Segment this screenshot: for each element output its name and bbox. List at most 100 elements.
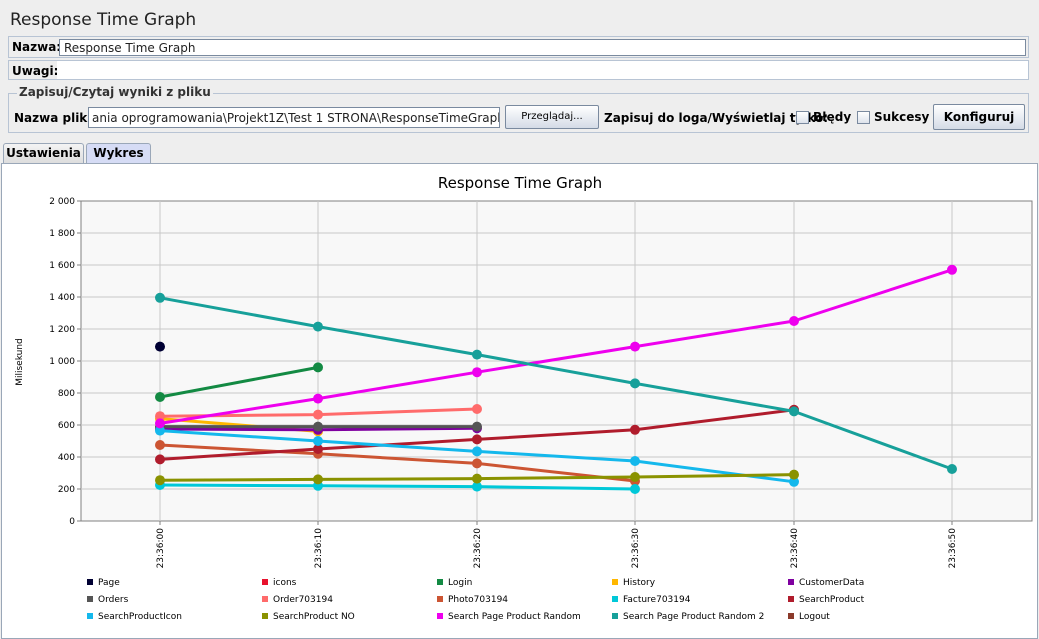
data-point (313, 436, 323, 446)
legend-label: SearchProduct (799, 595, 865, 605)
data-point (155, 418, 165, 429)
legend-swatch (437, 613, 443, 619)
y-tick-label: 1 200 (49, 325, 75, 335)
file-name-input[interactable]: ania oprogramowania\Projekt1Z\Test 1 STR… (88, 107, 500, 128)
log-filter-label: Zapisuj do loga/Wyświetlaj tylko: (604, 111, 829, 125)
data-point (630, 424, 640, 435)
series-line-7 (159, 443, 636, 483)
x-tick-label: 23:36:10 (314, 528, 324, 569)
name-row: Nazwa: (8, 36, 1029, 58)
legend-label: Order703194 (273, 595, 333, 605)
data-point (155, 292, 165, 303)
data-point (630, 484, 640, 494)
legend-swatch (612, 596, 618, 602)
series-line-13 (159, 296, 953, 471)
data-point (155, 440, 165, 450)
legend-swatch (437, 596, 443, 602)
data-point (313, 362, 323, 373)
legend-swatch (262, 579, 268, 585)
data-point (313, 321, 323, 332)
x-tick-label: 23:36:20 (473, 528, 483, 569)
data-point (313, 409, 323, 420)
notes-row: Uwagi: (8, 60, 1029, 80)
data-point (630, 472, 640, 482)
browse-button[interactable]: Przeglądaj... (505, 105, 599, 129)
success-checkbox[interactable] (857, 111, 870, 124)
file-fieldset-legend: Zapisuj/Czytaj wyniki z pliku (17, 85, 213, 99)
errors-checkbox[interactable] (796, 111, 809, 124)
legend-label: History (623, 578, 656, 588)
y-tick-label: 1 000 (49, 357, 75, 367)
data-point (472, 481, 482, 492)
series-line-8 (159, 483, 636, 491)
legend-label: icons (273, 578, 297, 588)
legend-label: Search Page Product Random 2 (623, 612, 764, 622)
y-tick-label: 600 (58, 421, 75, 431)
legend-swatch (262, 596, 268, 602)
data-point (313, 393, 323, 404)
legend-swatch (437, 579, 443, 585)
legend-label: SearchProduct NO (273, 612, 355, 622)
tab-settings[interactable]: Ustawienia (3, 143, 84, 164)
data-point (789, 476, 799, 487)
y-tick-label: 400 (58, 453, 75, 463)
success-checkbox-label[interactable]: Sukcesy (874, 110, 930, 124)
configure-button[interactable]: Konfiguruj (933, 104, 1025, 130)
data-point (630, 378, 640, 389)
data-point (155, 475, 165, 486)
legend-label: Login (448, 578, 472, 588)
data-point (630, 341, 640, 352)
page-title: Response Time Graph (10, 10, 197, 30)
data-point (472, 446, 482, 457)
legend-label: Page (98, 578, 120, 588)
notes-label: Uwagi: (12, 64, 59, 78)
legend-label: Photo703194 (448, 595, 508, 605)
name-label: Nazwa: (12, 40, 62, 54)
data-point (313, 474, 323, 485)
data-point (472, 434, 482, 445)
tab-chart[interactable]: Wykres (86, 143, 151, 164)
x-tick-label: 23:36:00 (156, 528, 166, 569)
data-point (789, 406, 799, 417)
y-tick-label: 2 000 (49, 197, 75, 207)
data-point (472, 349, 482, 360)
legend-swatch (612, 613, 618, 619)
legend-swatch (87, 579, 93, 585)
y-axis-label: Milisekund (15, 338, 25, 386)
y-tick-label: 1 400 (49, 293, 75, 303)
legend-swatch (612, 579, 618, 585)
legend-swatch (87, 596, 93, 602)
notes-input[interactable] (57, 61, 1028, 79)
legend-label: Orders (98, 595, 129, 605)
legend-label: SearchProductIcon (98, 612, 182, 622)
y-tick-label: 1 800 (49, 229, 75, 239)
data-point (155, 392, 165, 402)
x-tick-label: 23:36:50 (948, 528, 958, 569)
legend-swatch (87, 613, 93, 619)
data-point (155, 425, 165, 436)
x-tick-label: 23:36:30 (631, 528, 641, 569)
data-point (789, 316, 799, 326)
legend-label: Facture703194 (623, 595, 691, 605)
legend-swatch (788, 596, 794, 602)
data-point (630, 456, 640, 466)
errors-checkbox-label[interactable]: Błędy (813, 110, 852, 124)
data-point (947, 264, 957, 275)
data-point (313, 444, 323, 454)
data-point (155, 341, 165, 352)
legend-label: Logout (799, 612, 830, 622)
legend-swatch (262, 613, 268, 619)
data-point (472, 367, 482, 378)
data-point (472, 421, 482, 432)
legend-swatch (788, 613, 794, 619)
data-point (472, 458, 482, 469)
y-tick-label: 0 (69, 517, 75, 527)
y-tick-label: 800 (58, 389, 75, 399)
y-tick-label: 1 600 (49, 261, 75, 271)
legend-label: CustomerData (799, 578, 864, 588)
chart-title: Response Time Graph (438, 174, 602, 192)
legend-swatch (788, 579, 794, 585)
name-input[interactable] (59, 39, 1026, 56)
x-tick-label: 23:36:40 (790, 528, 800, 569)
series-line-12 (159, 268, 953, 425)
